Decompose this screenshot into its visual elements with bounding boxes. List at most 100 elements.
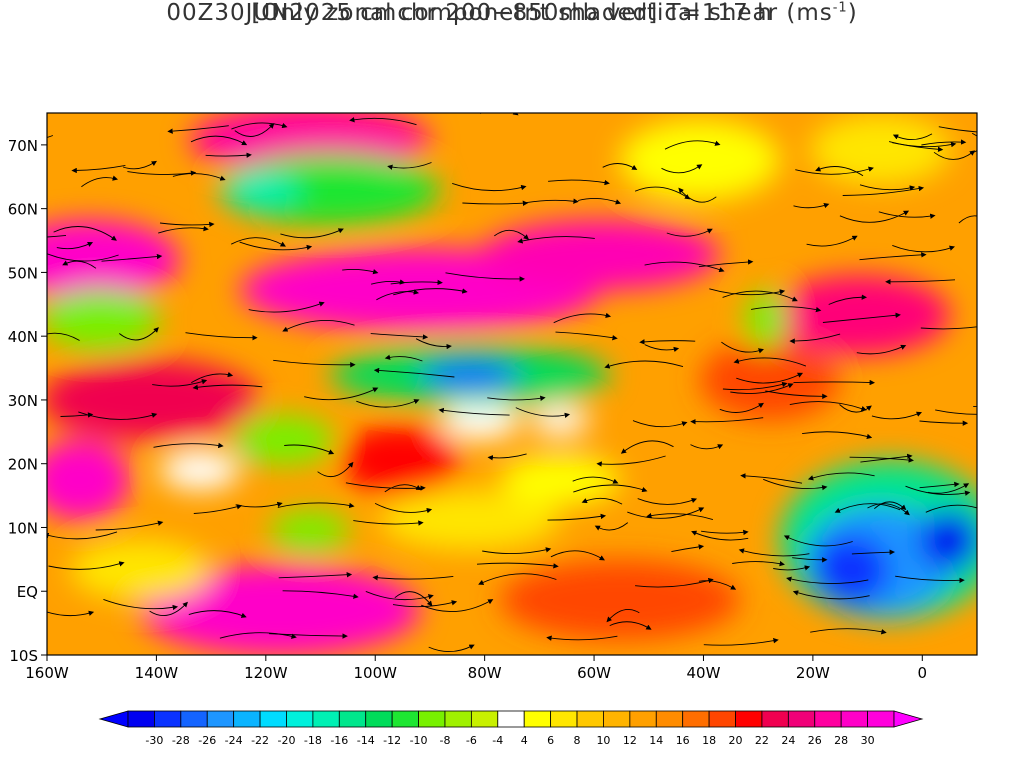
streamline (158, 225, 209, 234)
streamline (191, 371, 234, 384)
streamline (384, 354, 423, 362)
streamline (387, 162, 432, 170)
streamline (810, 628, 887, 635)
streamline (438, 407, 510, 416)
streamline (356, 399, 420, 408)
colorbar-label: -4 (492, 734, 503, 747)
streamline (920, 326, 977, 330)
streamline (47, 610, 95, 617)
colorbar-label: 22 (755, 734, 769, 747)
lon-tick-label: 100W (354, 664, 398, 682)
streamline (594, 522, 629, 531)
streamline (927, 483, 970, 494)
lon-tick-label: 60W (577, 664, 611, 682)
streamline (740, 473, 803, 484)
map-title-line1: 00Z30JUN2025 cmchr 200−850mb vertical sh… (166, 0, 858, 26)
colorbar-swatch (761, 710, 789, 728)
streamline (365, 590, 434, 601)
colorbar-swatch (523, 710, 552, 728)
streamline (751, 306, 822, 313)
streamline (604, 360, 684, 369)
colorbar-label: -12 (383, 734, 401, 747)
streamline (860, 453, 913, 463)
streamline (606, 608, 640, 623)
lat-tick-label: 20N (8, 456, 38, 474)
streamline (786, 576, 869, 584)
streamline (172, 173, 226, 181)
colorbar-swatch (470, 710, 499, 728)
streamline (634, 186, 691, 200)
streamline (938, 126, 977, 133)
colorbar-swatch (682, 710, 710, 728)
colorbar-label: -10 (410, 734, 428, 747)
colorbar-label: -26 (198, 734, 216, 747)
colorbar-swatch (655, 710, 684, 728)
streamline (48, 561, 125, 570)
map-title-line2: [Only zonal componetnt shaded] T=117 h (251, 0, 773, 26)
streamline (839, 404, 872, 413)
streamline (935, 409, 977, 415)
streamline (573, 484, 648, 493)
streamline (219, 632, 297, 639)
streamline (190, 135, 248, 146)
streamline (555, 331, 618, 341)
colorbar-swatch (840, 710, 868, 728)
streamline (577, 198, 622, 205)
streamline (231, 122, 288, 130)
streamline (71, 164, 126, 174)
streamline (842, 185, 925, 196)
streamline (722, 290, 798, 302)
streamline (789, 333, 841, 344)
streamline (834, 503, 901, 513)
colorbar-label: 4 (521, 734, 528, 747)
streamline (859, 252, 927, 261)
streamline (678, 187, 717, 203)
colorbar-swatch (814, 710, 842, 728)
streamline (666, 228, 713, 237)
streamline (445, 272, 525, 282)
streamline (482, 547, 552, 555)
streamline (958, 215, 977, 224)
streamline (572, 476, 619, 484)
streamline (973, 405, 977, 407)
streamline (637, 497, 698, 505)
streamline (487, 395, 546, 401)
streamline (671, 544, 705, 553)
colorbar-label: 30 (861, 734, 875, 747)
streamline (62, 260, 97, 269)
streamline (56, 241, 94, 250)
streamline (278, 572, 353, 579)
colorbar-swatch (259, 710, 287, 728)
streamline (393, 288, 468, 296)
streamline (732, 560, 785, 567)
streamline (152, 379, 208, 387)
streamline (701, 529, 749, 536)
streamline (60, 412, 94, 418)
streamline (452, 182, 527, 192)
streamline (783, 535, 853, 547)
streamline (596, 455, 666, 467)
streamline (719, 402, 764, 413)
streamline (462, 200, 529, 206)
streamline (892, 244, 955, 253)
streamline (119, 327, 159, 341)
lon-tick-label: 20W (796, 664, 830, 682)
streamline (644, 344, 680, 353)
streamline (127, 170, 197, 176)
streamline (103, 598, 179, 611)
streamline (736, 372, 804, 384)
colorbar-swatch (550, 710, 578, 728)
streamline (478, 573, 557, 585)
streamline (581, 497, 623, 505)
colorbar-label: -18 (304, 734, 322, 747)
colorbar-label: -24 (225, 734, 243, 747)
colorbar-label: 16 (676, 734, 690, 747)
streamline (795, 166, 874, 175)
streamline (815, 166, 864, 177)
streamline (95, 520, 164, 531)
streamline (970, 150, 977, 155)
streamline (690, 417, 764, 425)
streamline (53, 226, 117, 241)
streamline (733, 357, 807, 367)
streamline (792, 590, 870, 600)
